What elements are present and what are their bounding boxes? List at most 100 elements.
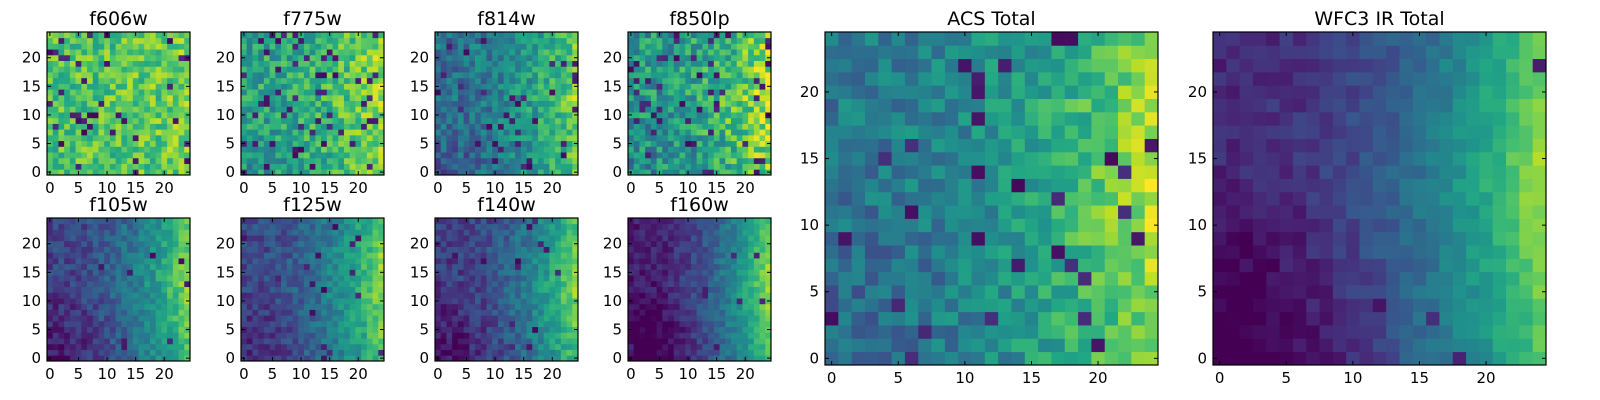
heatmap-cell bbox=[332, 326, 339, 333]
heatmap-cell bbox=[685, 140, 692, 147]
heatmap-cell bbox=[372, 54, 379, 61]
heatmap-cell bbox=[115, 112, 122, 119]
heatmap-cell bbox=[679, 163, 686, 170]
heatmap-cell bbox=[343, 169, 351, 176]
heatmap-cell bbox=[286, 320, 293, 328]
heatmap-cell bbox=[98, 89, 105, 96]
heatmap-cell bbox=[509, 123, 516, 130]
heatmap-cell bbox=[98, 269, 105, 276]
heatmap-cell bbox=[127, 286, 134, 293]
heatmap-cell bbox=[349, 117, 356, 124]
heatmap-cell bbox=[149, 77, 157, 84]
heatmap-cell bbox=[275, 269, 282, 276]
heatmap-cell bbox=[281, 89, 288, 96]
heatmap-cell bbox=[748, 54, 755, 61]
heatmap-cell bbox=[52, 37, 59, 44]
heatmap-cell bbox=[372, 269, 379, 276]
heatmap-cell bbox=[639, 169, 646, 176]
heatmap-cell bbox=[303, 315, 311, 322]
heatmap-cell bbox=[87, 157, 94, 164]
heatmap-cell bbox=[161, 252, 168, 259]
heatmap-cell bbox=[555, 123, 562, 130]
heatmap-cell bbox=[252, 280, 259, 288]
heatmap-cell bbox=[349, 343, 356, 350]
heatmap-cell bbox=[258, 258, 265, 265]
heatmap-cell bbox=[543, 83, 550, 90]
heatmap-cell bbox=[452, 94, 459, 102]
heatmap-cell bbox=[263, 309, 270, 316]
heatmap-cell bbox=[480, 32, 487, 39]
heatmap-cell bbox=[246, 32, 253, 39]
heatmap-cell bbox=[549, 315, 556, 322]
heatmap-cell bbox=[628, 66, 635, 73]
heatmap-cell bbox=[753, 49, 760, 56]
heatmap-cell bbox=[121, 94, 128, 102]
heatmap-cell bbox=[321, 117, 328, 124]
heatmap-cell bbox=[115, 100, 122, 107]
heatmap-cell bbox=[566, 303, 573, 310]
heatmap-cell bbox=[52, 60, 59, 67]
heatmap-cell bbox=[64, 343, 71, 350]
heatmap-cell bbox=[144, 355, 151, 362]
heatmap-cell bbox=[463, 315, 470, 322]
heatmap-cell bbox=[69, 152, 76, 159]
heatmap-cell bbox=[172, 60, 179, 67]
heatmap-cell bbox=[435, 315, 442, 322]
heatmap-cell bbox=[509, 315, 516, 322]
heatmap-cell bbox=[730, 280, 738, 288]
heatmap-cell bbox=[69, 298, 76, 305]
heatmap-cell bbox=[292, 315, 299, 322]
heatmap-cell bbox=[696, 54, 703, 61]
heatmap-cell bbox=[343, 89, 351, 96]
heatmap-cell bbox=[75, 43, 82, 50]
heatmap-cell bbox=[486, 94, 493, 102]
heatmap-cell bbox=[497, 252, 505, 259]
heatmap-cell bbox=[269, 303, 276, 310]
heatmap-cell bbox=[759, 140, 766, 147]
heatmap-cell bbox=[81, 129, 88, 136]
heatmap-cell bbox=[241, 134, 248, 142]
heatmap-cell bbox=[469, 117, 476, 124]
heatmap-cell bbox=[155, 60, 162, 67]
heatmap-cell bbox=[58, 43, 65, 50]
heatmap-cell bbox=[338, 169, 345, 176]
heatmap-cell bbox=[662, 280, 669, 288]
heatmap-cell bbox=[87, 117, 94, 124]
heatmap-cell bbox=[435, 123, 442, 130]
heatmap-cell bbox=[486, 240, 493, 247]
heatmap-cell bbox=[378, 37, 385, 44]
heatmap-cell bbox=[338, 54, 345, 61]
heatmap-cell bbox=[47, 252, 54, 259]
heatmap-cell bbox=[463, 263, 470, 270]
heatmap-cell bbox=[446, 252, 453, 259]
heatmap-cell bbox=[633, 32, 640, 39]
heatmap-cell bbox=[555, 355, 562, 362]
heatmap-cell bbox=[742, 280, 749, 288]
heatmap-cell bbox=[155, 169, 162, 176]
heatmap-cell bbox=[560, 89, 567, 96]
heatmap-cell bbox=[326, 246, 333, 253]
heatmap-cell bbox=[298, 37, 305, 44]
heatmap-cell bbox=[161, 292, 168, 299]
heatmap-cell bbox=[246, 112, 253, 119]
heatmap-cell bbox=[366, 309, 373, 316]
heatmap-cell bbox=[475, 280, 482, 288]
heatmap-cell bbox=[696, 315, 703, 322]
heatmap-cell bbox=[378, 77, 385, 84]
heatmap-cell bbox=[275, 235, 282, 242]
heatmap-cell bbox=[378, 100, 385, 107]
heatmap-cell bbox=[765, 37, 772, 44]
heatmap-cell bbox=[753, 123, 760, 130]
heatmap-cell bbox=[281, 309, 288, 316]
heatmap-cell bbox=[537, 66, 545, 73]
y-tick-label: 5 bbox=[419, 321, 429, 339]
heatmap-cell bbox=[258, 309, 265, 316]
heatmap-cell bbox=[446, 32, 453, 39]
heatmap-cell bbox=[178, 117, 185, 124]
heatmap-cell bbox=[742, 286, 749, 293]
heatmap-cell bbox=[303, 218, 311, 225]
heatmap-cell bbox=[503, 343, 510, 350]
heatmap-cell bbox=[736, 89, 743, 96]
heatmap-cell bbox=[503, 72, 510, 79]
heatmap-cell bbox=[58, 66, 65, 73]
